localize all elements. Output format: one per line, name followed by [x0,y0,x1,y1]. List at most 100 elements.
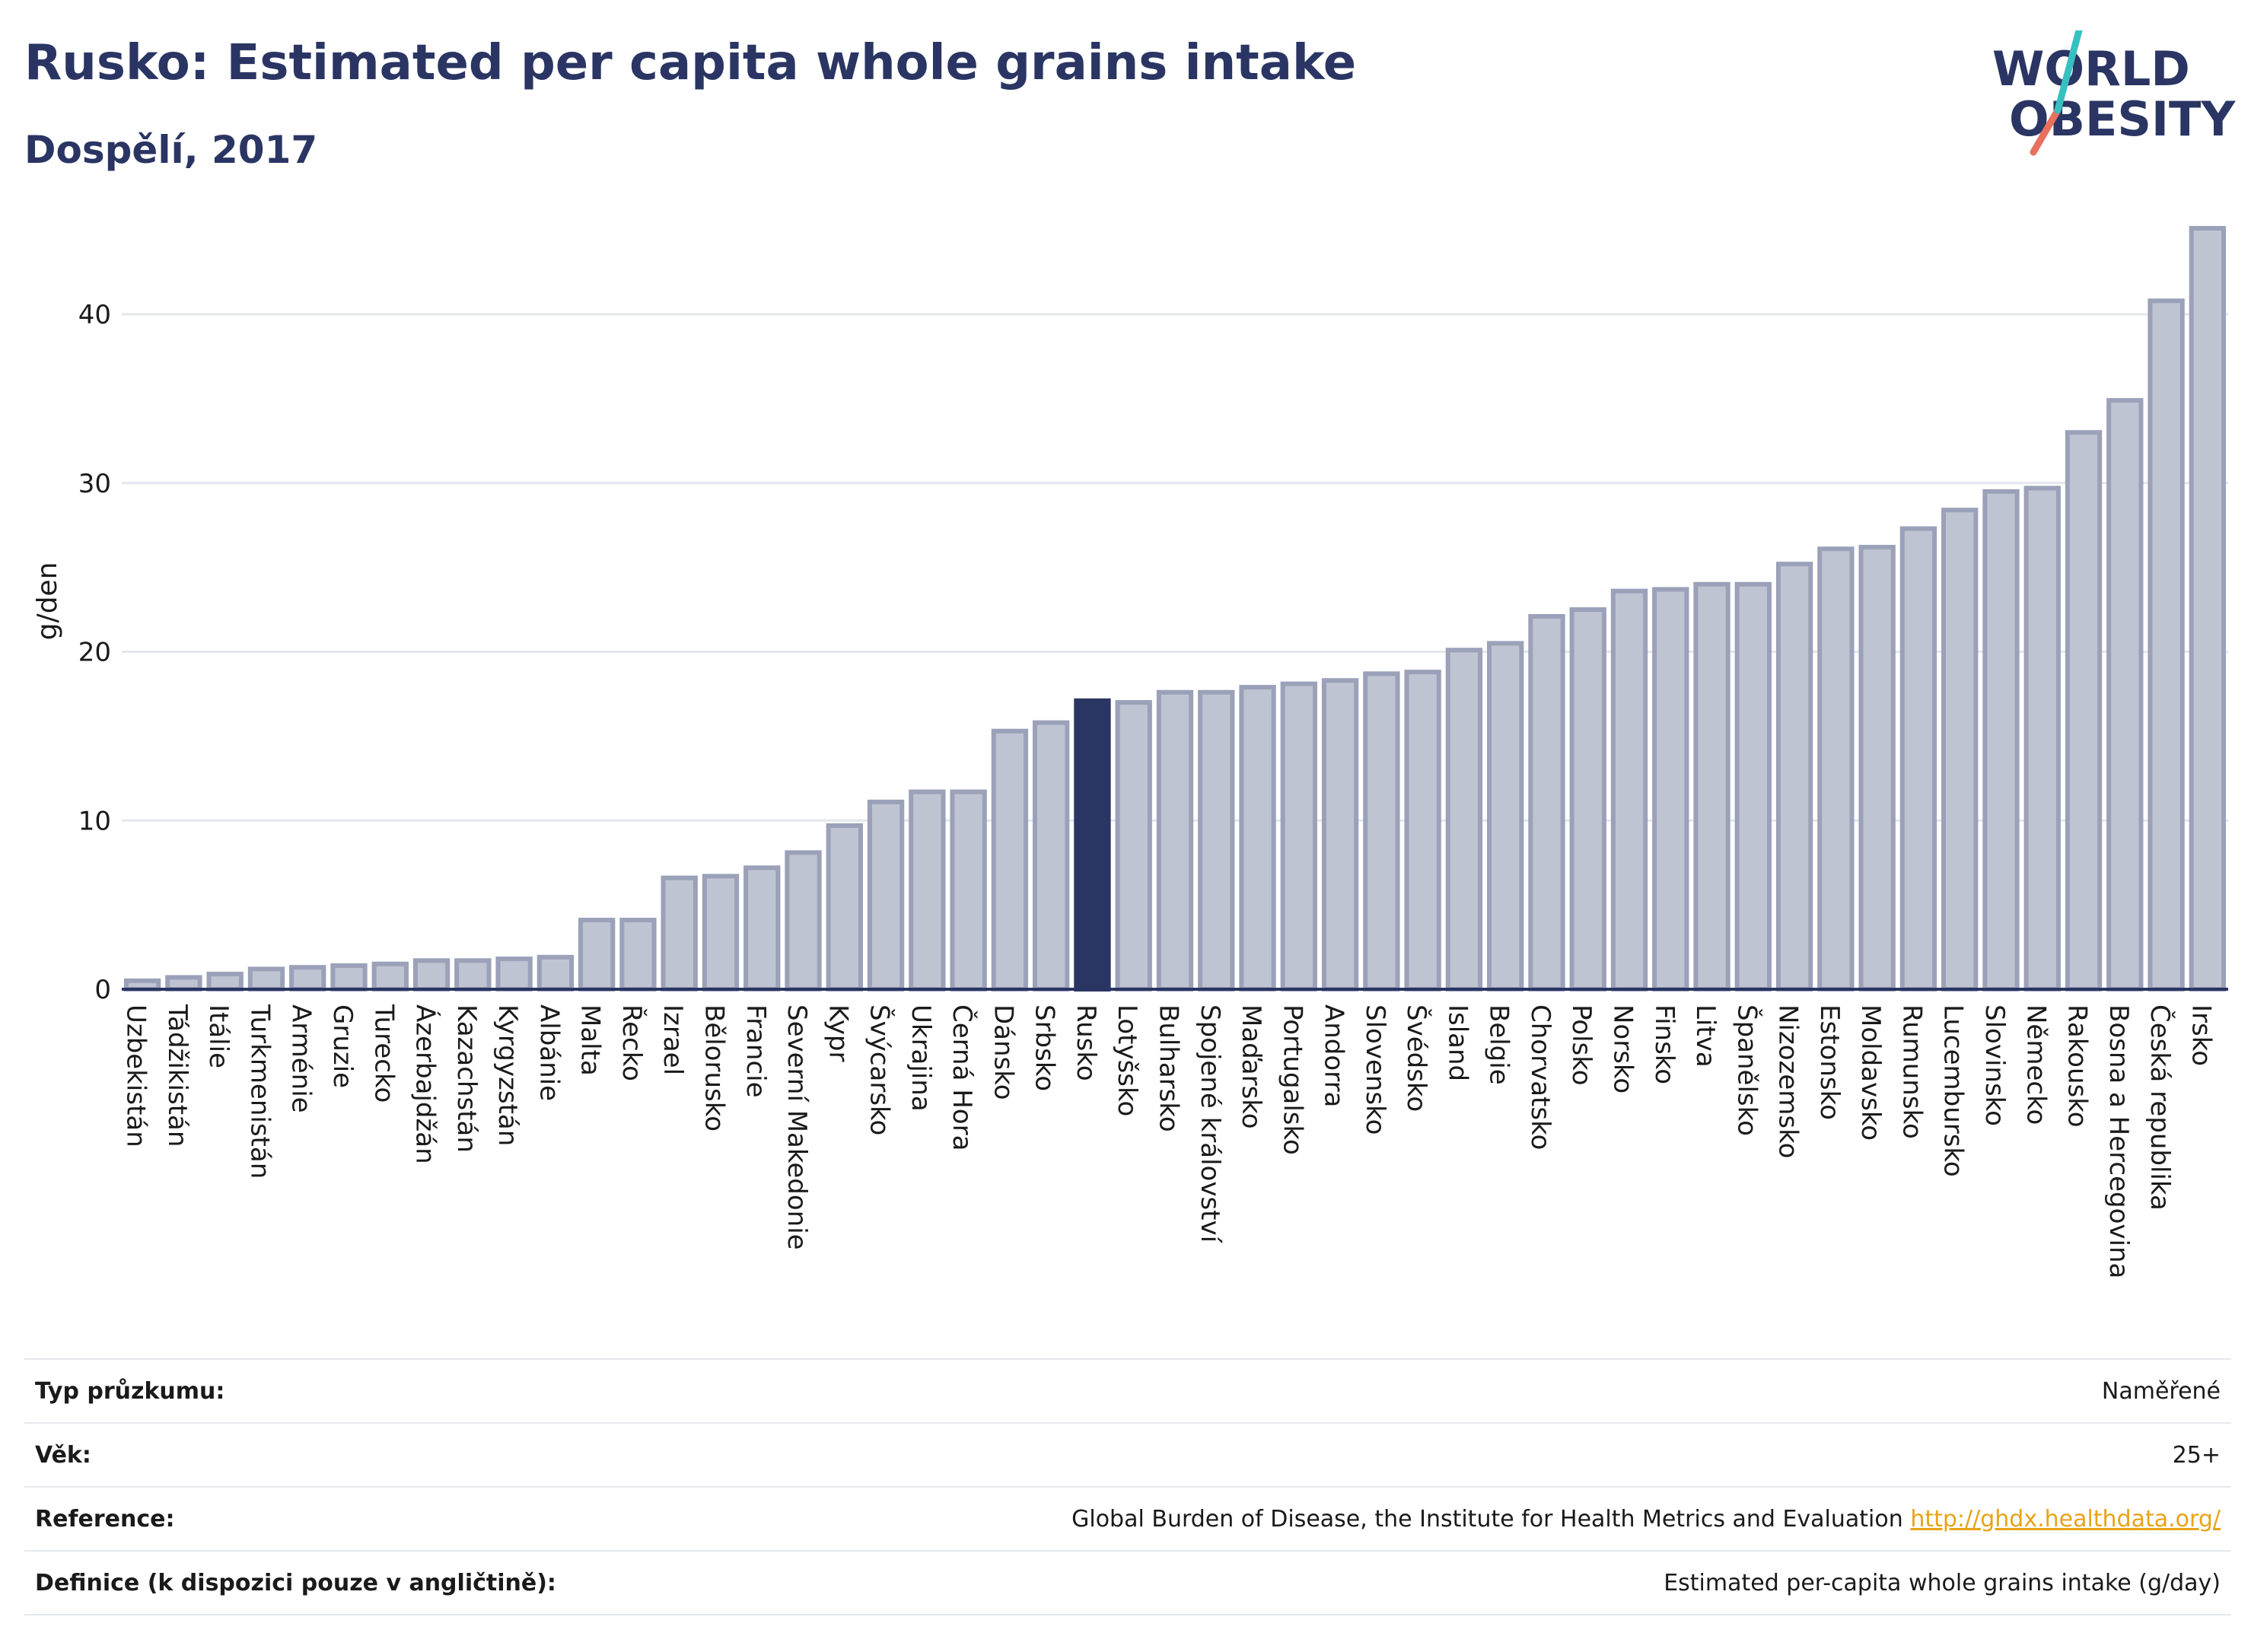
x-tick-label: Norsko [1608,1004,1638,1093]
x-tick-label: Polsko [1566,1004,1597,1086]
x-tick-label: Irsko [2186,1004,2216,1066]
bar-chart: 0 10 20 30 40 Uzbekistán Tádžikistán Itálie Tur… [32,225,2228,1278]
bar [371,961,409,992]
info-row-reference: Reference: Global Burden of Disease, the… [24,1486,2231,1550]
y-tick-label: 10 [78,806,111,836]
x-tick-label: Ukrajina [906,1004,936,1112]
bar [1156,689,1194,992]
reference-link[interactable]: http://ghdx.healthdata.org/ [1910,1505,2221,1533]
bar [1775,562,1813,992]
bar [1115,700,1152,992]
x-tick-label: Česká republika [2144,1004,2176,1211]
bar [1445,648,1483,992]
bar [1693,581,1730,992]
x-tick-label: Portugalsko [1277,1004,1307,1155]
x-tick-label: Gruzie [327,1004,358,1088]
bar [1198,689,1235,992]
x-tick-label: Lucembursko [1938,1004,1969,1177]
chart-subtitle: Dospělí, 2017 [24,128,318,172]
y-tick-label: 20 [78,638,111,668]
y-tick-label: 30 [78,469,111,499]
x-tick-label: Albánie [533,1004,564,1101]
bar [2106,398,2144,992]
bar [1280,681,1317,992]
info-table: Typ průzkumu: Naměřené Věk: 25+ Referenc… [24,1358,2231,1615]
x-tick-label: Rakousko [2062,1004,2093,1128]
x-tick-label: Chorvatsko [1525,1004,1555,1150]
info-label: Definice (k dispozici pouze v angličtině… [35,1569,556,1596]
y-axis-title: g/den [32,562,63,641]
x-tick-label: Srbsko [1030,1004,1060,1091]
bar [1734,581,1772,992]
x-tick-label: Severní Makedonie [782,1004,812,1250]
x-tick-label: Bulharsko [1154,1004,1184,1132]
bar [1817,546,1855,992]
x-tick-label: Slovensko [1360,1004,1390,1135]
info-value: Naměřené [2101,1377,2221,1405]
logo-line2: OBESITY [2009,91,2236,147]
world-obesity-logo: WORLD OBESITY [1992,30,2236,156]
x-tick-label: Bosna a Hercegovina [2103,1004,2134,1278]
bar [1941,508,1979,992]
info-value: Estimated per-capita whole grains intake… [1664,1569,2221,1596]
x-tick-label: Uzbekistán [121,1004,151,1147]
bar [1652,587,1689,992]
x-tick-label: Maďarsko [1236,1004,1266,1129]
bar [991,728,1029,992]
bar [1858,545,1896,992]
x-tick-label: Andorra [1319,1004,1349,1107]
x-tick-label: Slovinsko [1979,1004,2010,1126]
bar [1899,526,1937,992]
x-tick-label: Turkmenistán [244,1004,275,1179]
bar [743,865,781,992]
logo-slash-teal-icon [2054,30,2083,114]
bar [1404,670,1441,992]
logo-line1: WORLD [1992,41,2190,97]
bar [206,972,244,992]
x-tick-label: Lotyšsko [1112,1004,1142,1116]
bar [1982,489,2020,992]
bar [702,874,740,992]
bar [950,789,987,992]
info-label: Reference: [35,1505,175,1533]
x-tick-label: Moldavsko [1855,1004,1886,1141]
x-tick-label: Finsko [1649,1004,1679,1084]
bar [165,975,202,992]
x-tick-label: Německo [2020,1004,2051,1125]
bar [330,963,368,992]
info-value: Global Burden of Disease, the Institute … [1071,1506,2231,1533]
bar [2023,485,2061,992]
bar [2148,298,2185,992]
bar [619,918,657,992]
bar [454,958,492,992]
bar [578,918,616,992]
x-tick-label: Rumunsko [1896,1004,1927,1139]
info-row-survey-type: Typ průzkumu: Naměřené [24,1358,2231,1422]
x-tick-label: Kypr [823,1004,853,1062]
x-tick-label: Tádžikistán [162,1004,193,1147]
x-tick-label: Bělorusko [699,1004,729,1132]
x-tick-label: Spojené království [1195,1004,1225,1244]
bar [2189,225,2227,992]
bar [1487,641,1524,992]
bar [826,823,863,992]
bar [1321,678,1359,992]
info-label: Věk: [35,1441,91,1469]
x-tick-label: Švédsko [1401,1004,1432,1112]
reference-text: Global Burden of Disease, the Institute … [1071,1505,1903,1533]
chart-title: Rusko: Estimated per capita whole grains… [24,35,1357,91]
x-tick-label: Ázerbajdžán [410,1004,441,1164]
x-tick-label: Arménie [286,1004,317,1113]
y-axis-ticks: 0 10 20 30 40 [78,300,111,1005]
bar [1363,671,1400,992]
x-tick-label: Izrael [657,1004,688,1075]
x-axis-labels: Uzbekistán Tádžikistán Itálie Turkmenistán A… [121,1004,2217,1278]
x-tick-label: Litva [1690,1004,1721,1068]
bar [495,957,533,992]
bar [1239,685,1276,992]
bar [1610,588,1648,992]
bar [1033,720,1070,992]
bar [289,965,326,992]
x-tick-label: Island [1442,1004,1473,1081]
x-tick-label: Kazachstán [451,1004,482,1153]
